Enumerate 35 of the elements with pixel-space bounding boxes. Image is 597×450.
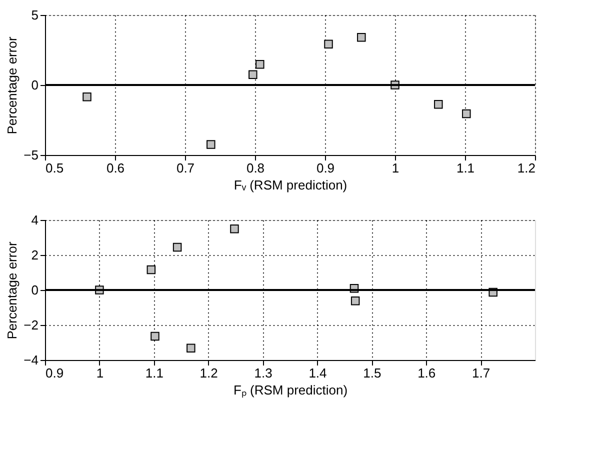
x-tick-label: 0.5 <box>46 160 64 176</box>
x-tick-label: 1.3 <box>254 366 272 380</box>
x-tick-label: 1.2 <box>517 160 536 176</box>
x-tick-label: 1.1 <box>456 160 475 176</box>
y-tick-label: 4 <box>31 212 38 228</box>
x-tick-label: 0.9 <box>46 366 64 380</box>
x-tick-label: 0.7 <box>176 160 195 176</box>
point <box>230 224 239 234</box>
point <box>150 332 160 341</box>
point <box>350 296 360 306</box>
x-tick-label: 1.4 <box>308 366 327 380</box>
y-tick-label: 0 <box>31 78 38 92</box>
x-tick-label: 1.6 <box>418 366 436 380</box>
x-tick-label: 0.9 <box>316 160 335 176</box>
x-tick-label: 1 <box>392 160 400 176</box>
y-tick-label: 2 <box>31 248 38 262</box>
y-tick-label: −5 <box>24 148 38 162</box>
x-tick-label: 1.7 <box>472 366 490 380</box>
y-axis-title: Percentage error <box>4 36 20 134</box>
point <box>172 242 182 252</box>
y-tick-label: 0 <box>31 282 38 298</box>
x-axis-title: Fₚ (RSM prediction) <box>233 382 348 398</box>
point <box>186 344 196 352</box>
x-tick-label: 0.8 <box>246 160 265 176</box>
y-tick-label: −4 <box>24 352 38 368</box>
x-tick-label: 1.1 <box>145 366 164 380</box>
x-axis-title: Fᵥ (RSM prediction) <box>234 178 348 192</box>
x-tick-label: 1.2 <box>200 366 218 380</box>
x-tick-label: 1.5 <box>363 366 382 380</box>
x-tick-label: 1 <box>96 366 104 380</box>
y-axis-title: Percentage error <box>4 241 20 340</box>
x-tick-label: 0.6 <box>106 160 125 176</box>
y-tick-label: −2 <box>24 318 38 332</box>
point <box>146 265 156 274</box>
y-tick-label: 5 <box>31 8 38 22</box>
